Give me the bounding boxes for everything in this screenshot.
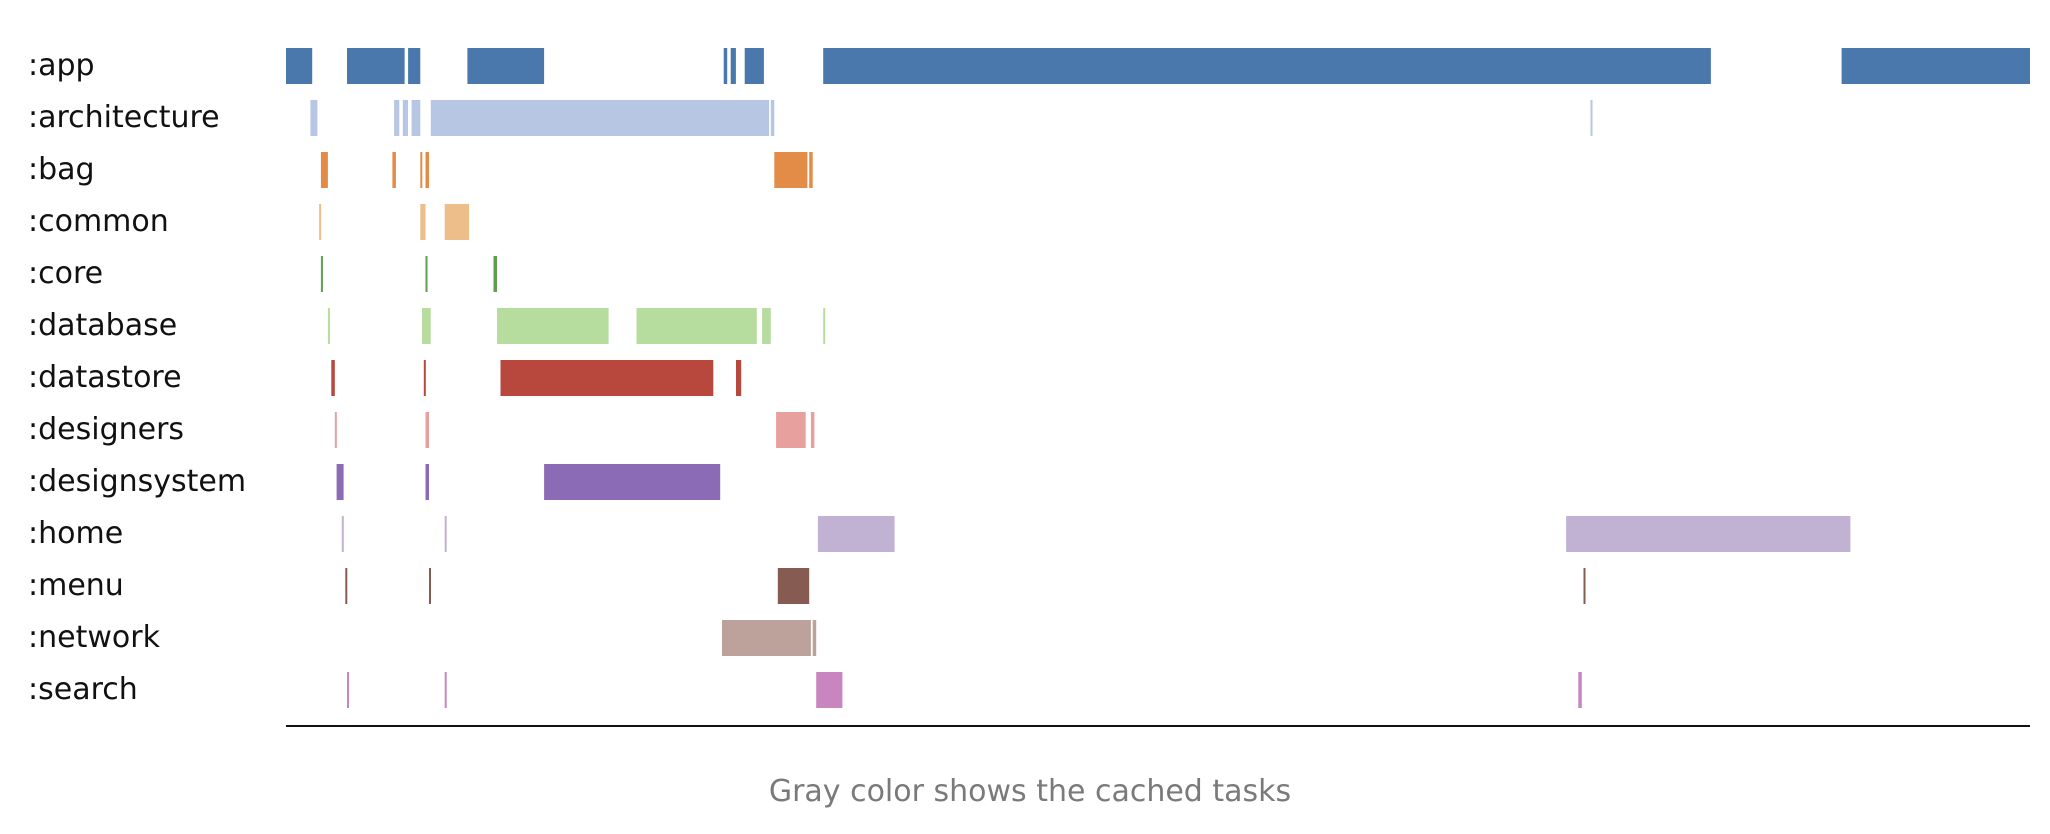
module-label: :network [28, 620, 161, 655]
module-label: :bag [28, 152, 95, 187]
task-bar [744, 48, 764, 84]
task-bar [823, 308, 826, 344]
task-bar [425, 256, 428, 292]
task-bar [347, 672, 349, 708]
task-bar [812, 620, 817, 656]
task-bar [467, 48, 545, 84]
timeline-row-home: :home [28, 516, 1851, 552]
task-bar [320, 152, 328, 188]
module-label: :menu [28, 568, 124, 603]
task-bar [544, 464, 721, 500]
task-bar [774, 152, 808, 188]
task-bar [777, 568, 810, 604]
module-label: :app [28, 48, 95, 83]
task-bar [425, 412, 429, 448]
task-bar [762, 308, 771, 344]
timeline-row-menu: :menu [28, 568, 1586, 604]
task-bar [402, 100, 408, 136]
task-bar [730, 48, 736, 84]
module-label: :designers [28, 412, 184, 447]
timeline-row-search: :search [28, 672, 1582, 708]
task-bar [823, 48, 1711, 84]
task-bar [423, 360, 426, 396]
timeline-row-designers: :designers [28, 412, 815, 448]
task-bar [394, 100, 400, 136]
task-bar [497, 308, 609, 344]
task-bar [722, 620, 811, 656]
task-bar [392, 152, 396, 188]
task-bar [1578, 672, 1582, 708]
task-bar [331, 360, 335, 396]
task-bar [327, 308, 330, 344]
module-label: :architecture [28, 100, 220, 135]
task-bar [319, 204, 322, 240]
task-bar [817, 516, 895, 552]
task-bar [345, 568, 348, 604]
task-bar [430, 100, 770, 136]
timeline-row-core: :core [28, 256, 497, 292]
task-bar [425, 464, 429, 500]
task-bar [444, 516, 447, 552]
task-bar [320, 256, 323, 292]
task-bar [422, 308, 431, 344]
task-bar [334, 412, 337, 448]
task-bar [425, 152, 429, 188]
task-bar [493, 256, 497, 292]
task-bar [336, 464, 344, 500]
task-bar [776, 412, 806, 448]
timeline-row-bag: :bag [28, 152, 813, 188]
task-bar [500, 360, 714, 396]
task-bar [736, 360, 742, 396]
module-label: :common [28, 204, 169, 239]
timeline-row-network: :network [28, 620, 817, 656]
task-bar [810, 412, 815, 448]
task-bar [347, 48, 405, 84]
task-bar [341, 516, 344, 552]
task-bar [723, 48, 728, 84]
module-label: :search [28, 672, 138, 707]
task-bar [429, 568, 431, 604]
task-bar [1583, 568, 1586, 604]
task-bar [816, 672, 843, 708]
task-bar [770, 100, 775, 136]
task-bar [420, 204, 426, 240]
timeline-row-common: :common [28, 204, 470, 240]
module-label: :database [28, 308, 177, 343]
timeline-row-datastore: :datastore [28, 360, 742, 396]
task-bar [1566, 516, 1851, 552]
module-label: :core [28, 256, 103, 291]
timeline-row-designsystem: :designsystem [28, 464, 721, 500]
task-bar [809, 152, 813, 188]
task-bar [411, 100, 421, 136]
task-bar [1841, 48, 2030, 84]
task-bar [1590, 100, 1593, 136]
task-bar [636, 308, 757, 344]
chart-caption: Gray color shows the cached tasks [769, 774, 1291, 809]
task-bar [286, 48, 313, 84]
task-bar [408, 48, 421, 84]
task-bar [310, 100, 318, 136]
task-bar [420, 152, 423, 188]
timeline-row-database: :database [28, 308, 826, 344]
timeline-rows: :app :architecture :bag :common :core :databa… [28, 48, 2030, 708]
module-label: :datastore [28, 360, 182, 395]
timeline-row-architecture: :architecture [28, 100, 1593, 136]
module-label: :home [28, 516, 123, 551]
task-bar [444, 204, 470, 240]
module-label: :designsystem [28, 464, 246, 499]
timeline-row-app: :app [28, 48, 2030, 84]
task-bar [444, 672, 447, 708]
